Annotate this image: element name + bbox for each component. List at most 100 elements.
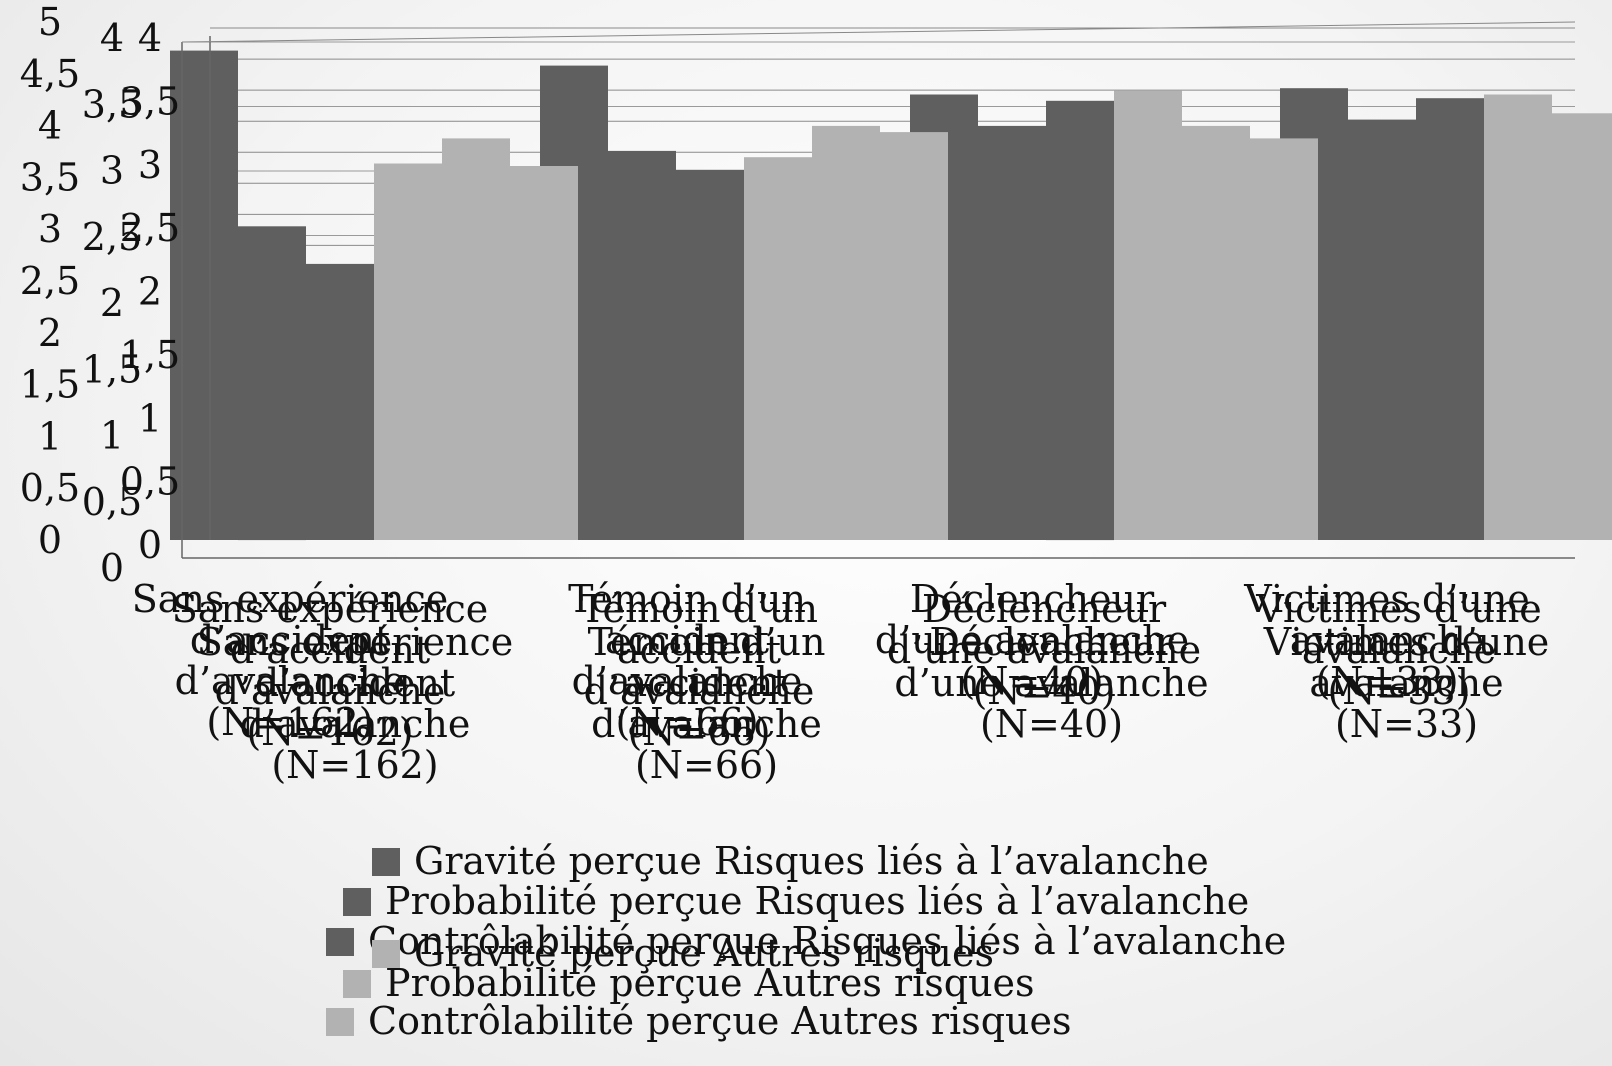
legend-label: Contrôlabilité perçue Autres risques	[368, 999, 1072, 1043]
x-tick-label: d’accident	[255, 661, 455, 705]
legend-item: Gravité perçue Autres risques	[372, 931, 994, 975]
bar	[1484, 94, 1552, 540]
y-tick-label: 1	[138, 396, 162, 440]
legend-label: Contrôlabilité perçue Risques liés à l’a…	[368, 919, 1286, 963]
x-tick-label: (N=33)	[1327, 669, 1470, 713]
bar	[1552, 113, 1612, 541]
x-tick-label: (N=40)	[980, 702, 1123, 746]
bar	[1416, 98, 1484, 540]
y-tick-label: 2	[138, 270, 162, 314]
y-tick-label: 3,5	[120, 79, 180, 123]
plot-top-edge	[181, 21, 1576, 43]
legend: Gravité perçue Risques liés à l’avalanch…	[326, 839, 1286, 1043]
x-tick-label: (N=33)	[1335, 702, 1478, 746]
x-tick-label: Sans expérience	[132, 577, 449, 621]
y-tick-label: 0	[138, 523, 162, 567]
y-tick-label: 4,5	[20, 52, 80, 96]
x-tick-label: (N=162)	[246, 710, 413, 754]
x-tick-label: (N=40)	[972, 669, 1115, 713]
bar	[374, 163, 442, 540]
bar	[306, 263, 374, 540]
bar	[238, 226, 306, 541]
y-tick-label: 0	[100, 546, 124, 590]
x-tick-label: d’une avalanche	[875, 618, 1189, 662]
x-tick-label: d’accident	[230, 628, 430, 672]
x-tick-label: avalanche	[1309, 661, 1503, 705]
x-tick-label: Témoin d’un	[568, 577, 806, 621]
y-tick-label: 2	[38, 311, 62, 355]
x-tick-label: Sans expérience	[172, 587, 489, 631]
bar	[1250, 138, 1318, 540]
y-tick-label: 2	[100, 281, 124, 325]
y-tick-label: 1,5	[120, 333, 180, 377]
legend-item: Gravité perçue Risques liés à l’avalanch…	[372, 839, 1209, 883]
y-tick-label: 2,5	[120, 206, 180, 250]
legend-item: Contrôlabilité perçue Risques liés à l’a…	[326, 919, 1286, 963]
legend-swatch	[372, 940, 400, 968]
bar	[880, 132, 948, 540]
y-tick-label: 1	[100, 414, 124, 458]
y-tick-label: 2,5	[20, 259, 80, 303]
x-tick-label: accident	[617, 628, 781, 672]
x-tick-label: d’avalanche	[215, 669, 446, 713]
bar	[812, 125, 880, 541]
x-tick-label: Sans expérience	[197, 620, 514, 664]
y-tick-label: 3	[100, 149, 124, 193]
bar	[676, 169, 744, 541]
x-tick-label: avalanche	[1290, 618, 1484, 662]
y-tick-label: 4	[38, 104, 62, 148]
legend-swatch	[343, 970, 371, 998]
x-tick-label: accident	[605, 618, 769, 662]
y-tick-label: 1	[38, 414, 62, 458]
x-tick-label: d’une avalanche	[887, 628, 1201, 672]
x-tick-label: Victimes d’une	[1255, 587, 1542, 631]
y-tick-label: 1,5	[20, 363, 80, 407]
x-tick-label: d’avalanche	[175, 659, 406, 703]
bar	[608, 150, 676, 540]
x-tick-label: (N=162)	[206, 700, 373, 744]
axes	[181, 21, 1576, 559]
x-tick-label: (N=33)	[1315, 659, 1458, 703]
bar	[978, 125, 1046, 541]
x-tick-label: d’avalanche	[584, 669, 815, 713]
legend-swatch	[326, 928, 354, 956]
x-tick-label: d’avalanche	[591, 702, 822, 746]
y-tick-label: 0,5	[82, 480, 142, 524]
x-axis-labels: Sans expérienced’accidentd’avalanche(N=1…	[132, 577, 1550, 787]
y-tick-label: 5	[38, 0, 62, 44]
x-tick-label: d’accident	[190, 618, 390, 662]
x-tick-label: Déclencheur	[922, 587, 1167, 631]
x-tick-label: (N=40)	[960, 659, 1103, 703]
x-tick-label: Victimes d’une	[1243, 577, 1530, 621]
y-tick-label: 4	[100, 16, 124, 60]
x-tick-label: Déclencheur	[910, 577, 1155, 621]
legend-swatch	[372, 848, 400, 876]
bar	[510, 166, 578, 540]
bar	[442, 138, 510, 540]
bar	[1182, 125, 1250, 541]
y-tick-label: 2,5	[82, 215, 142, 259]
bar	[1348, 119, 1416, 540]
y-tick-label: 0	[38, 518, 62, 562]
x-tick-label: Témoin d’un	[580, 587, 818, 631]
x-tick-label: d’une avalanche	[894, 661, 1208, 705]
x-tick-label: d’avalanche	[572, 659, 803, 703]
y-tick-label: 3	[38, 207, 62, 251]
x-tick-label: accident	[625, 661, 789, 705]
x-tick-label: (N=162)	[271, 743, 438, 787]
legend-label: Gravité perçue Autres risques	[414, 931, 994, 975]
bars	[170, 50, 1612, 541]
y-tick-label: 3,5	[20, 155, 80, 199]
bar	[744, 157, 812, 540]
x-tick-label: Victimes d’une	[1263, 620, 1550, 664]
y-tick-label: 4	[138, 16, 162, 60]
x-tick-label: (N=66)	[615, 700, 758, 744]
legend-item: Probabilité perçue Autres risques	[343, 961, 1035, 1005]
legend-item: Probabilité perçue Risques liés à l’aval…	[343, 879, 1249, 923]
y-tick-label: 3,5	[82, 82, 142, 126]
y-tick-label: 1,5	[82, 347, 142, 391]
x-tick-label: Déclencheur	[929, 620, 1174, 664]
y-tick-label: 0,5	[120, 460, 180, 504]
y-axis-ticks: 00,511,522,533,544,5500,511,522,533,5400…	[20, 0, 180, 590]
